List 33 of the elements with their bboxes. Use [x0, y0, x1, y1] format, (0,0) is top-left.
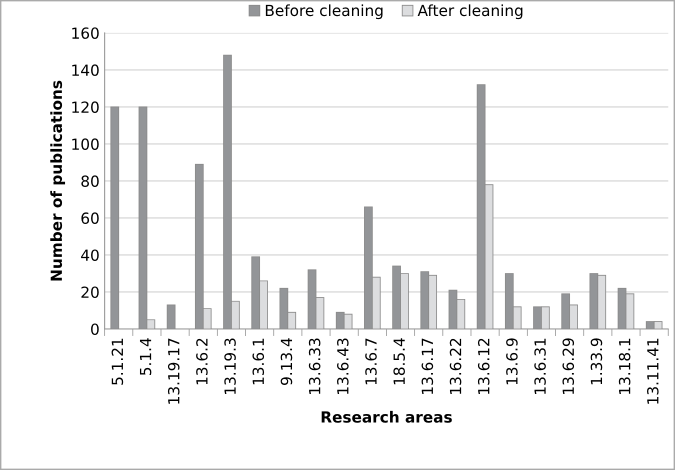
y-tick-label: 160 [72, 27, 99, 39]
x-tick-label: 5.1.4 [140, 338, 152, 376]
y-tick-label: 80 [81, 175, 99, 187]
x-tick-label: 9.13.4 [280, 338, 292, 385]
legend-label: After cleaning [418, 4, 522, 20]
x-tick-label: 13.6.29 [562, 338, 574, 394]
x-tick-label: 13.6.43 [337, 338, 349, 394]
x-tick-label: 5.1.21 [112, 338, 124, 385]
x-tick-label: 13.6.1 [252, 338, 264, 384]
legend-label: Before cleaning [266, 4, 383, 20]
y-tick-label: 120 [72, 101, 99, 113]
x-tick-label: 13.6.7 [365, 338, 377, 384]
x-tick-label: 18.5.4 [393, 338, 405, 384]
x-tick-label: 13.6.33 [308, 338, 320, 394]
x-tick-label: 13.6.31 [534, 338, 546, 394]
x-tick-label: 13.19.3 [224, 338, 236, 394]
x-tick-label: 13.6.9 [506, 338, 518, 384]
y-tick-label: 40 [81, 249, 99, 261]
x-tick-label: 1.33.9 [590, 338, 602, 384]
x-tick-label: 13.6.12 [478, 338, 490, 394]
y-tick-label: 60 [81, 212, 99, 224]
y-tick-label: 20 [81, 286, 99, 298]
y-tick-label: 0 [91, 323, 99, 336]
x-tick-label: 13.6.2 [196, 338, 208, 384]
x-tick-label: 13.18.1 [618, 338, 630, 394]
y-tick-label: 140 [72, 64, 99, 76]
x-tick-label: 13.19.17 [168, 338, 180, 404]
y-tick-label: 100 [72, 138, 99, 150]
y-axis-title: Number of publications [50, 80, 66, 280]
x-tick-label: 13.11.41 [647, 338, 659, 404]
x-tick-label: 13.6.17 [422, 338, 434, 394]
x-tick-label: 13.6.22 [450, 338, 462, 394]
x-axis-title: Research areas [322, 410, 452, 423]
